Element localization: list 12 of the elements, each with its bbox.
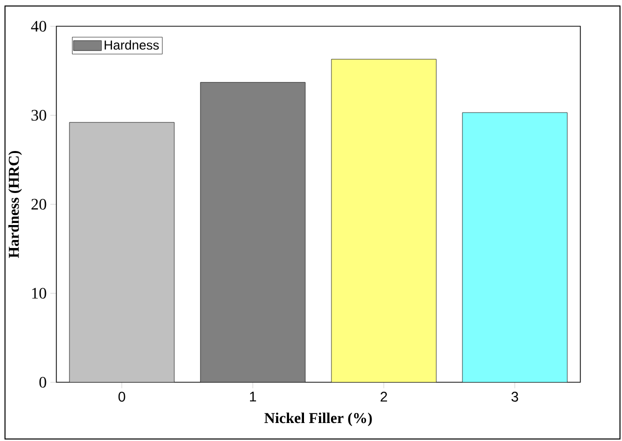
x-tick-label: 2 xyxy=(380,392,388,402)
x-tick-label: 0 xyxy=(118,392,126,402)
y-tick-label: 20 xyxy=(32,198,46,210)
y-tick-label: 10 xyxy=(32,288,46,299)
x-axis-title: Nickel Filler (%) xyxy=(264,412,372,426)
x-tick-label: 3 xyxy=(511,392,518,402)
y-axis-title: Hardness (HRC) xyxy=(8,150,22,258)
x-tick-label: 1 xyxy=(250,392,256,402)
y-tick-label: 30 xyxy=(32,110,46,121)
legend-label: Hardness xyxy=(104,40,159,50)
y-tick-label: 0 xyxy=(39,376,46,388)
y-tick-label: 40 xyxy=(31,20,46,32)
